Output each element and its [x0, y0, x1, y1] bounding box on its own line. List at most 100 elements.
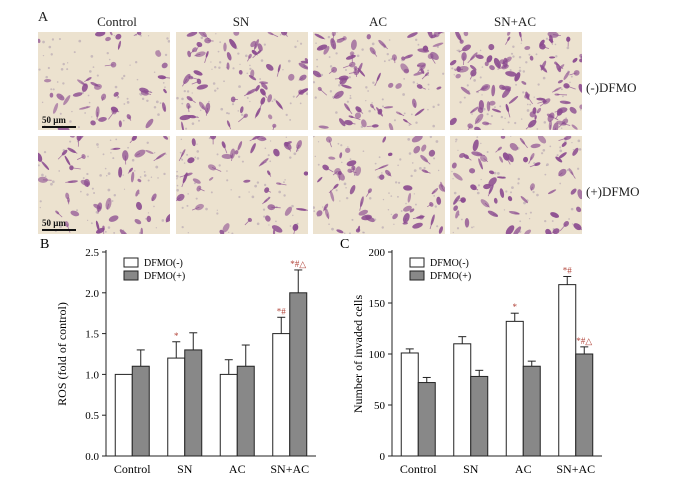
invaded-cell: [137, 178, 142, 183]
pore: [167, 40, 170, 43]
cell-process: [165, 217, 170, 223]
invaded-cell: [357, 225, 361, 232]
pore: [82, 177, 85, 179]
pore: [77, 126, 80, 129]
pore: [452, 178, 454, 180]
invaded-cell: [450, 59, 457, 66]
pore: [159, 102, 162, 104]
cell-process: [429, 219, 434, 230]
pore: [139, 176, 142, 178]
pore: [104, 167, 107, 170]
cell-process: [349, 170, 357, 174]
pore: [378, 156, 381, 159]
pore: [87, 155, 89, 158]
pore: [95, 210, 99, 214]
pore: [155, 100, 159, 104]
cell-process: [554, 127, 556, 130]
pore: [90, 222, 93, 225]
invaded-cell: [404, 54, 413, 59]
pore: [316, 58, 318, 61]
cell-process: [371, 105, 376, 111]
pore: [66, 68, 69, 71]
pore: [455, 138, 458, 141]
pore: [106, 175, 108, 177]
pore: [397, 164, 399, 167]
pore: [471, 113, 473, 115]
pore: [383, 60, 386, 63]
invaded-cell: [460, 86, 471, 95]
pore: [216, 153, 219, 156]
cell-process: [104, 64, 114, 67]
invaded-cell: [545, 228, 552, 234]
pore: [285, 136, 288, 139]
invaded-cell: [43, 78, 52, 83]
cell-process: [559, 223, 567, 232]
pore: [69, 120, 72, 123]
legend-swatch: [409, 257, 425, 268]
pore: [289, 118, 292, 121]
pore: [317, 141, 320, 143]
invaded-cell: [317, 176, 323, 183]
invaded-cell: [507, 153, 514, 163]
cell-process: [495, 148, 501, 153]
pore: [179, 151, 182, 154]
pore: [162, 82, 165, 84]
pore: [199, 109, 202, 112]
pore: [456, 49, 458, 52]
pore: [536, 193, 539, 197]
x-tick-label: SN+AC: [556, 462, 595, 476]
pore: [522, 70, 526, 73]
y-tick-label: 2.5: [85, 247, 99, 259]
pore: [116, 96, 119, 99]
pore: [331, 227, 334, 231]
pore: [559, 146, 562, 149]
invaded-cell: [186, 102, 191, 109]
pore: [191, 122, 195, 125]
pore: [343, 232, 346, 234]
invaded-cell: [187, 50, 192, 58]
pore: [112, 157, 115, 160]
pore: [210, 61, 212, 63]
pore: [457, 149, 459, 151]
pore: [388, 192, 390, 194]
pore: [466, 84, 469, 87]
cell-process: [304, 61, 308, 63]
pore: [559, 182, 562, 185]
pore: [514, 121, 517, 125]
pore: [515, 83, 518, 86]
pore: [187, 232, 190, 234]
significance-mark: *#: [277, 306, 287, 316]
pore: [477, 184, 481, 187]
pore: [315, 42, 317, 44]
cell-process: [133, 32, 140, 36]
pore: [349, 95, 352, 97]
pore: [218, 61, 222, 64]
pore: [150, 176, 153, 178]
pore: [387, 208, 390, 211]
invaded-cell: [484, 61, 489, 67]
pore: [335, 111, 338, 114]
pore: [313, 210, 316, 213]
cell-process: [96, 230, 101, 234]
cell-process: [252, 44, 257, 53]
pore: [367, 90, 369, 92]
row-label-dfmo-minus: (-)DFMO: [586, 80, 637, 95]
cell-process: [558, 172, 563, 177]
invaded-cell: [472, 139, 479, 152]
pore: [327, 35, 331, 39]
invaded-cell: [105, 36, 111, 42]
y-tick-label: 0.0: [85, 451, 99, 463]
pore: [42, 40, 45, 44]
invaded-cell: [525, 91, 530, 100]
cell-process: [249, 137, 257, 142]
pore: [113, 34, 115, 37]
pore: [313, 206, 316, 209]
pore: [218, 164, 221, 167]
micrograph-background: [450, 136, 582, 234]
invaded-cell: [395, 83, 402, 89]
cell-process: [271, 206, 281, 209]
cell-process: [244, 219, 251, 226]
y-tick-label: 100: [369, 349, 386, 361]
pore: [93, 191, 96, 195]
invaded-cell: [536, 107, 542, 114]
